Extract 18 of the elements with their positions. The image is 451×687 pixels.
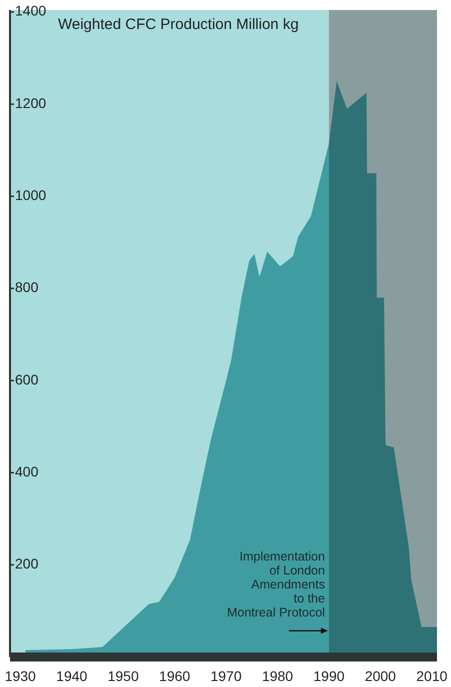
y-tick-label: 1400	[15, 2, 46, 19]
x-tick-label: 1980	[262, 668, 294, 684]
y-tick-label: 1000	[15, 186, 46, 203]
x-tick-label: 2010	[416, 668, 448, 684]
chart-title: Weighted CFC Production Million kg	[58, 16, 299, 33]
x-tick-label: 1970	[210, 668, 242, 684]
y-tick-label: 800	[15, 279, 39, 296]
y-tick-label: 1200	[15, 94, 46, 111]
x-tick-label: 1930	[4, 668, 36, 684]
x-tick-label: 1940	[56, 668, 88, 684]
annotation: Implementation of London Amendments to the Montreal Protocol	[226, 550, 326, 620]
x-tick-label: 1960	[159, 668, 190, 684]
x-tick-label: 2000	[364, 668, 396, 684]
x-tick-label: 1990	[313, 668, 345, 684]
y-tick-label: 400	[15, 463, 39, 480]
x-tick-label: 1950	[108, 668, 139, 684]
y-tick-label: 200	[15, 556, 39, 572]
y-tick-label: 600	[15, 371, 39, 388]
